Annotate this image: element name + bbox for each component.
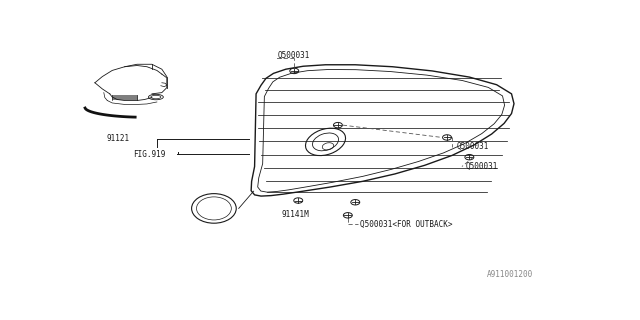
Text: Q500031: Q500031	[277, 51, 310, 60]
Text: Q500031<FOR OUTBACK>: Q500031<FOR OUTBACK>	[360, 220, 452, 229]
Text: Q500031: Q500031	[457, 142, 490, 151]
Text: 91121: 91121	[106, 134, 129, 143]
Text: FIG.919: FIG.919	[134, 150, 166, 159]
Text: Q500031: Q500031	[466, 162, 499, 171]
Text: A911001200: A911001200	[486, 270, 533, 279]
Text: 91141M: 91141M	[282, 210, 310, 220]
